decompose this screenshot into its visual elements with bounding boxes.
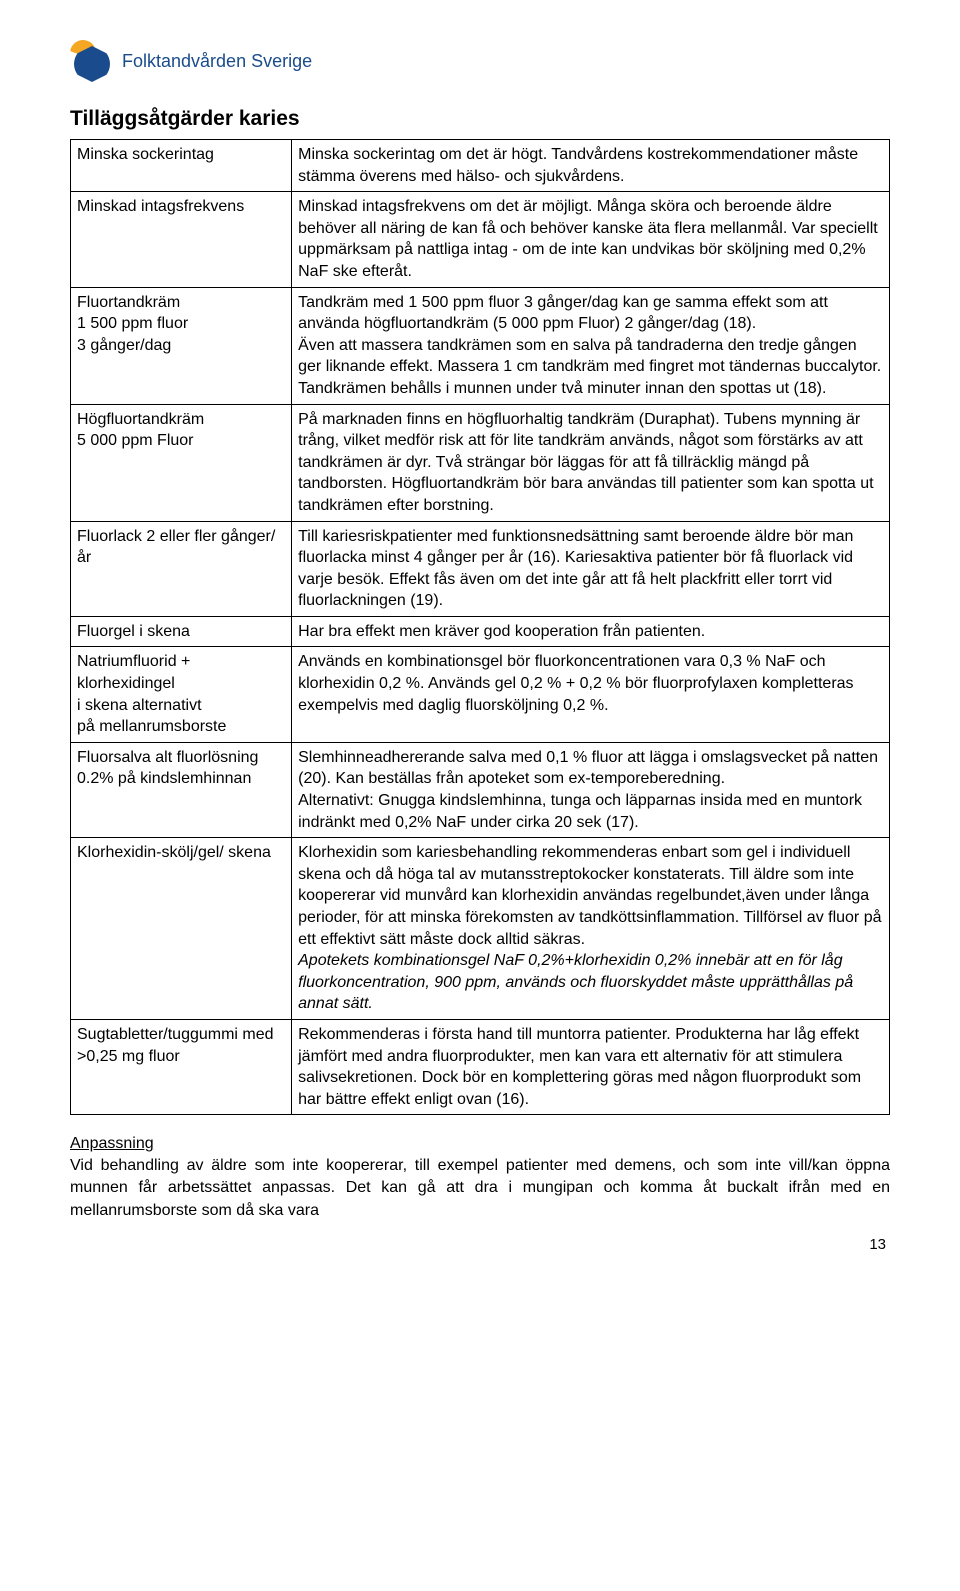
row-label: Fluorlack 2 eller fler gånger/år: [71, 521, 292, 616]
row-label: Sugtabletter/tuggummi med >0,25 mg fluor: [71, 1019, 292, 1114]
row-description: Klorhexidin som kariesbehandling rekomme…: [292, 838, 890, 1020]
tooth-shield-icon: [70, 40, 112, 82]
table-row: Sugtabletter/tuggummi med >0,25 mg fluor…: [71, 1019, 890, 1114]
row-label: Minskad intagsfrekvens: [71, 192, 292, 287]
row-description: Till kariesriskpatienter med funktionsne…: [292, 521, 890, 616]
table-row: Minska sockerintagMinska sockerintag om …: [71, 140, 890, 192]
row-description: Används en kombinationsgel bör fluorkonc…: [292, 647, 890, 742]
table-row: Högfluortandkräm5 000 ppm FluorPå markna…: [71, 404, 890, 521]
table-row: Natriumfluorid + klorhexidingeli skena a…: [71, 647, 890, 742]
row-label: Fluorgel i skena: [71, 616, 292, 647]
row-label: Minska sockerintag: [71, 140, 292, 192]
row-description: På marknaden finns en högfluorhaltig tan…: [292, 404, 890, 521]
row-description: Minska sockerintag om det är högt. Tandv…: [292, 140, 890, 192]
table-row: Klorhexidin-skölj/gel/ skenaKlorhexidin …: [71, 838, 890, 1020]
brand-name: Folktandvården Sverige: [122, 51, 312, 72]
row-description: Tandkräm med 1 500 ppm fluor 3 gånger/da…: [292, 287, 890, 404]
row-label: Fluortandkräm1 500 ppm fluor3 gånger/dag: [71, 287, 292, 404]
interventions-table: Minska sockerintagMinska sockerintag om …: [70, 139, 890, 1115]
table-row: Minskad intagsfrekvensMinskad intagsfrek…: [71, 192, 890, 287]
row-description: Minskad intagsfrekvens om det är möjligt…: [292, 192, 890, 287]
row-label: Högfluortandkräm5 000 ppm Fluor: [71, 404, 292, 521]
table-row: Fluorgel i skenaHar bra effekt men kräve…: [71, 616, 890, 647]
table-row: Fluortandkräm1 500 ppm fluor3 gånger/dag…: [71, 287, 890, 404]
brand-logo: Folktandvården Sverige: [70, 40, 890, 82]
row-description: Slemhinneadhererande salva med 0,1 % flu…: [292, 742, 890, 837]
row-description: Rekommenderas i första hand till muntorr…: [292, 1019, 890, 1114]
subsection-body: Vid behandling av äldre som inte koopere…: [70, 1155, 890, 1221]
subsection-heading: Anpassning: [70, 1135, 890, 1153]
page-number: 13: [70, 1236, 890, 1253]
document-page: Folktandvården Sverige Tilläggsåtgärder …: [0, 0, 960, 1303]
table-row: Fluorsalva alt fluorlösning 0.2% på kind…: [71, 742, 890, 837]
row-label: Klorhexidin-skölj/gel/ skena: [71, 838, 292, 1020]
row-description: Har bra effekt men kräver god kooperatio…: [292, 616, 890, 647]
section-heading: Tilläggsåtgärder karies: [70, 107, 890, 131]
row-label: Fluorsalva alt fluorlösning 0.2% på kind…: [71, 742, 292, 837]
row-label: Natriumfluorid + klorhexidingeli skena a…: [71, 647, 292, 742]
table-row: Fluorlack 2 eller fler gånger/årTill kar…: [71, 521, 890, 616]
